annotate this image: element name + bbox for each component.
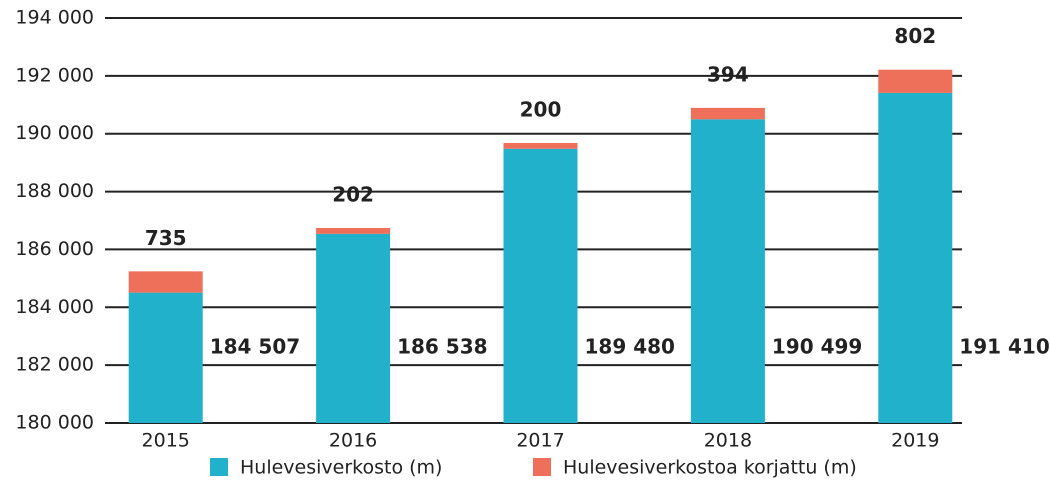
legend-label: Hulevesiverkosto (m) <box>240 457 442 479</box>
x-tick-label: 2017 <box>516 430 564 452</box>
value-label: 394 <box>707 62 749 86</box>
value-label: 190 499 <box>772 335 862 359</box>
legend-swatch <box>210 458 228 476</box>
bar-segment <box>316 228 391 234</box>
value-label: 191 410 <box>959 335 1049 359</box>
y-tick-label: 188 000 <box>15 180 94 202</box>
value-label: 202 <box>332 183 374 207</box>
y-tick-label: 186 000 <box>15 238 94 260</box>
x-tick-label: 2016 <box>329 430 377 452</box>
y-tick-label: 184 000 <box>15 296 94 318</box>
y-tick-label: 192 000 <box>15 64 94 86</box>
value-label: 186 538 <box>397 335 487 359</box>
y-tick-label: 182 000 <box>15 354 94 376</box>
x-tick-label: 2018 <box>704 430 752 452</box>
bar-segment <box>503 148 578 423</box>
bar-segment <box>128 292 203 423</box>
value-label: 200 <box>520 97 562 121</box>
x-tick-label: 2015 <box>142 430 190 452</box>
y-tick-label: 180 000 <box>15 412 94 434</box>
y-tick-label: 194 000 <box>15 7 94 29</box>
bar-segment <box>878 92 953 424</box>
bar-segment <box>128 271 203 293</box>
bar-segment <box>690 107 765 120</box>
x-tick-label: 2019 <box>891 430 939 452</box>
value-label: 735 <box>145 226 187 250</box>
legend-swatch <box>533 458 551 476</box>
value-label: 184 507 <box>210 335 300 359</box>
bar-segment <box>878 69 953 93</box>
bar-segment <box>316 233 391 423</box>
value-label: 189 480 <box>585 335 675 359</box>
y-tick-label: 190 000 <box>15 122 94 144</box>
bar-segment <box>690 119 765 423</box>
value-label: 802 <box>894 24 936 48</box>
legend-label: Hulevesiverkostoa korjattu (m) <box>563 457 857 479</box>
bar-segment <box>503 142 578 149</box>
